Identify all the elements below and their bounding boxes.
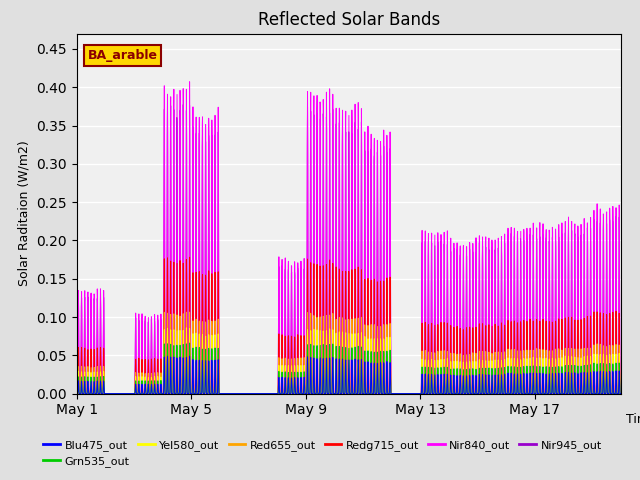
- Yel580_out: [351, 367, 358, 373]
- Red655_out: [617, 391, 625, 396]
- Nir945_out: [617, 391, 625, 396]
- Blu475_out: [351, 377, 358, 383]
- Nir840_out: [417, 391, 425, 396]
- Blu475_out: [568, 370, 575, 376]
- Red655_out: [417, 391, 425, 396]
- Red655_out: [186, 309, 193, 315]
- Redg715_out: [186, 254, 193, 260]
- Line: Nir840_out: Nir840_out: [77, 82, 621, 394]
- Grn535_out: [354, 353, 362, 359]
- Grn535_out: [186, 340, 193, 346]
- Yel580_out: [73, 391, 81, 396]
- Red655_out: [484, 391, 492, 396]
- Nir945_out: [73, 391, 81, 396]
- Redg715_out: [351, 343, 358, 348]
- Red655_out: [351, 362, 358, 368]
- Line: Nir945_out: Nir945_out: [77, 105, 621, 394]
- Nir840_out: [568, 218, 575, 224]
- Nir840_out: [73, 391, 81, 396]
- Nir840_out: [617, 391, 625, 396]
- Yel580_out: [123, 391, 131, 396]
- Blu475_out: [186, 353, 193, 359]
- Grn535_out: [73, 391, 81, 396]
- Grn535_out: [568, 363, 575, 369]
- Yel580_out: [354, 341, 362, 347]
- Nir945_out: [417, 391, 425, 396]
- Nir840_out: [351, 278, 358, 284]
- Nir840_out: [123, 391, 131, 396]
- Redg715_out: [484, 391, 492, 396]
- Yel580_out: [417, 391, 425, 396]
- Yel580_out: [617, 391, 625, 396]
- Legend: Blu475_out, Grn535_out, Yel580_out, Red655_out, Redg715_out, Nir840_out, Nir945_: Blu475_out, Grn535_out, Yel580_out, Red6…: [39, 435, 606, 471]
- Blu475_out: [123, 391, 131, 396]
- Red655_out: [354, 329, 362, 335]
- Red655_out: [123, 391, 131, 396]
- Blu475_out: [354, 363, 362, 369]
- Line: Yel580_out: Yel580_out: [77, 328, 621, 394]
- Red655_out: [568, 346, 575, 351]
- Blu475_out: [417, 391, 425, 396]
- Nir840_out: [484, 391, 492, 396]
- Nir945_out: [123, 391, 131, 396]
- Red655_out: [73, 391, 81, 396]
- Nir945_out: [351, 288, 358, 294]
- Nir945_out: [354, 177, 362, 182]
- Y-axis label: Solar Raditaion (W/m2): Solar Raditaion (W/m2): [18, 141, 31, 287]
- Text: Time: Time: [626, 413, 640, 426]
- Blu475_out: [73, 391, 81, 396]
- Nir945_out: [179, 102, 187, 108]
- Yel580_out: [182, 325, 190, 331]
- Grn535_out: [417, 391, 425, 396]
- Redg715_out: [123, 391, 131, 396]
- Line: Redg715_out: Redg715_out: [77, 257, 621, 394]
- Nir945_out: [568, 228, 575, 233]
- Redg715_out: [617, 391, 625, 396]
- Grn535_out: [351, 372, 358, 378]
- Nir840_out: [186, 79, 193, 84]
- Yel580_out: [568, 354, 575, 360]
- Line: Grn535_out: Grn535_out: [77, 343, 621, 394]
- Grn535_out: [484, 391, 492, 396]
- Redg715_out: [73, 391, 81, 396]
- Redg715_out: [417, 391, 425, 396]
- Nir840_out: [354, 163, 362, 168]
- Redg715_out: [568, 314, 575, 320]
- Yel580_out: [484, 391, 492, 396]
- Title: Reflected Solar Bands: Reflected Solar Bands: [258, 11, 440, 29]
- Grn535_out: [123, 391, 131, 396]
- Nir945_out: [484, 391, 492, 396]
- Redg715_out: [354, 291, 362, 297]
- Line: Blu475_out: Blu475_out: [77, 356, 621, 394]
- Text: BA_arable: BA_arable: [88, 49, 157, 62]
- Grn535_out: [617, 391, 625, 396]
- Blu475_out: [617, 391, 625, 396]
- Blu475_out: [484, 391, 492, 396]
- Line: Red655_out: Red655_out: [77, 312, 621, 394]
